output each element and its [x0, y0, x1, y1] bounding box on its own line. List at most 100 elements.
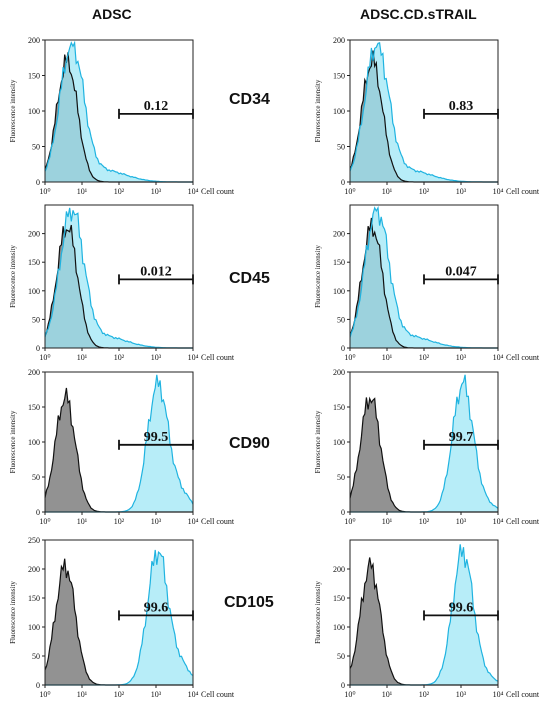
- marker-histogram-area: [45, 42, 193, 182]
- x-tick-label: 10²: [114, 690, 125, 699]
- y-tick-label: 0: [36, 344, 40, 353]
- x-tick-label: 10⁰: [344, 690, 355, 699]
- gate-percentage-label: 99.6: [449, 600, 474, 615]
- histogram-panel-cd34-adsc-cd-strail: 0 50 100 150 200 10⁰ 10¹ 10² 10³ 10⁴ Cell count Flu…: [314, 36, 540, 196]
- x-tick-label: 10⁰: [344, 517, 355, 526]
- x-tick-label: 10²: [419, 690, 430, 699]
- y-tick-label: 100: [333, 438, 345, 447]
- y-tick-label: 200: [28, 368, 40, 377]
- x-tick-label: 10²: [114, 187, 125, 196]
- y-tick-label: 200: [28, 565, 40, 574]
- y-tick-label: 200: [333, 565, 345, 574]
- y-tick-label: 0: [341, 344, 345, 353]
- x-tick-label: 10⁴: [493, 690, 504, 699]
- column-title-adsc-cd-strail: ADSC.CD.sTRAIL: [360, 6, 477, 22]
- marker-histogram-area: [350, 374, 498, 512]
- x-tick-label: 10²: [114, 353, 125, 362]
- x-tick-label: 10³: [151, 187, 162, 196]
- x-tick-label: 10²: [419, 517, 430, 526]
- y-tick-label: 150: [333, 72, 345, 81]
- marker-label-cd90: CD90: [229, 435, 270, 452]
- x-tick-label: 10⁰: [39, 690, 50, 699]
- y-tick-label: 50: [32, 473, 40, 482]
- x-tick-label: 10³: [456, 690, 467, 699]
- x-axis-label: Cell count: [506, 353, 540, 362]
- y-tick-label: 150: [333, 403, 345, 412]
- x-tick-label: 10¹: [77, 187, 88, 196]
- y-tick-label: 200: [333, 230, 345, 239]
- x-tick-label: 10³: [151, 517, 162, 526]
- histogram-panel-cd105-adsc: 0 50 100 150 200 250 10⁰ 10¹ 10² 10³ 10⁴ Cell count…: [9, 536, 235, 699]
- y-tick-label: 200: [333, 36, 345, 45]
- y-tick-label: 100: [28, 623, 40, 632]
- x-tick-label: 10¹: [382, 690, 393, 699]
- gate-percentage-label: 0.83: [449, 99, 474, 114]
- y-tick-label: 50: [32, 143, 40, 152]
- y-axis-label: Fluorescence intensity: [314, 410, 322, 473]
- x-tick-label: 10³: [456, 353, 467, 362]
- gate-percentage-label: 0.12: [144, 99, 169, 114]
- y-tick-label: 50: [32, 315, 40, 324]
- marker-label-cd45: CD45: [229, 270, 270, 287]
- x-tick-label: 10²: [419, 353, 430, 362]
- marker-histogram-area: [350, 544, 498, 685]
- x-tick-label: 10³: [151, 353, 162, 362]
- x-tick-label: 10¹: [382, 187, 393, 196]
- y-tick-label: 150: [333, 594, 345, 603]
- y-tick-label: 200: [28, 230, 40, 239]
- y-tick-label: 0: [36, 508, 40, 517]
- control-histogram-area: [45, 388, 193, 512]
- x-tick-label: 10²: [114, 517, 125, 526]
- x-tick-label: 10¹: [77, 690, 88, 699]
- x-tick-label: 10⁴: [493, 187, 504, 196]
- x-tick-label: 10⁴: [188, 517, 199, 526]
- x-tick-label: 10⁰: [344, 353, 355, 362]
- x-axis-label: Cell count: [201, 187, 235, 196]
- x-tick-label: 10¹: [77, 517, 88, 526]
- y-tick-label: 200: [333, 368, 345, 377]
- x-tick-label: 10¹: [382, 353, 393, 362]
- marker-histogram-area: [45, 374, 193, 512]
- control-histogram-area: [45, 558, 193, 685]
- y-tick-label: 200: [28, 36, 40, 45]
- y-tick-label: 0: [36, 178, 40, 187]
- y-tick-label: 100: [28, 438, 40, 447]
- gate-percentage-label: 0.012: [140, 264, 172, 279]
- y-tick-label: 150: [28, 72, 40, 81]
- y-tick-label: 100: [28, 107, 40, 116]
- y-tick-label: 150: [28, 403, 40, 412]
- gate-percentage-label: 99.6: [144, 600, 169, 615]
- y-tick-label: 0: [341, 681, 345, 690]
- x-tick-label: 10⁰: [39, 517, 50, 526]
- y-tick-label: 100: [28, 287, 40, 296]
- x-tick-label: 10³: [456, 517, 467, 526]
- x-tick-label: 10⁰: [39, 187, 50, 196]
- y-tick-label: 50: [32, 652, 40, 661]
- x-axis-label: Cell count: [506, 690, 540, 699]
- marker-histogram-area: [350, 207, 498, 348]
- histogram-panel-cd90-adsc: 0 50 100 150 200 10⁰ 10¹ 10² 10³ 10⁴ Cell count Flu…: [9, 368, 235, 526]
- x-axis-label: Cell count: [506, 517, 540, 526]
- x-axis-label: Cell count: [201, 690, 235, 699]
- y-tick-label: 50: [337, 473, 345, 482]
- y-tick-label: 0: [341, 508, 345, 517]
- control-histogram-area: [350, 557, 498, 685]
- y-tick-label: 150: [333, 258, 345, 267]
- marker-label-cd105: CD105: [224, 594, 274, 611]
- histogram-panel-cd34-adsc: 0 50 100 150 200 10⁰ 10¹ 10² 10³ 10⁴ Cell count Flu…: [9, 36, 235, 196]
- gate-percentage-label: 99.5: [144, 430, 169, 445]
- y-axis-label: Fluorescence intensity: [314, 581, 322, 644]
- x-tick-label: 10⁴: [493, 353, 504, 362]
- y-tick-label: 0: [341, 178, 345, 187]
- x-tick-label: 10¹: [382, 517, 393, 526]
- y-axis-label: Fluorescence intensity: [9, 581, 17, 644]
- marker-label-cd34: CD34: [229, 91, 270, 108]
- x-tick-label: 10⁴: [493, 517, 504, 526]
- x-axis-label: Cell count: [506, 187, 540, 196]
- y-axis-label: Fluorescence intensity: [9, 79, 17, 142]
- y-tick-label: 100: [333, 623, 345, 632]
- y-tick-label: 50: [337, 143, 345, 152]
- y-tick-label: 150: [28, 258, 40, 267]
- y-tick-label: 100: [333, 287, 345, 296]
- x-tick-label: 10⁴: [188, 690, 199, 699]
